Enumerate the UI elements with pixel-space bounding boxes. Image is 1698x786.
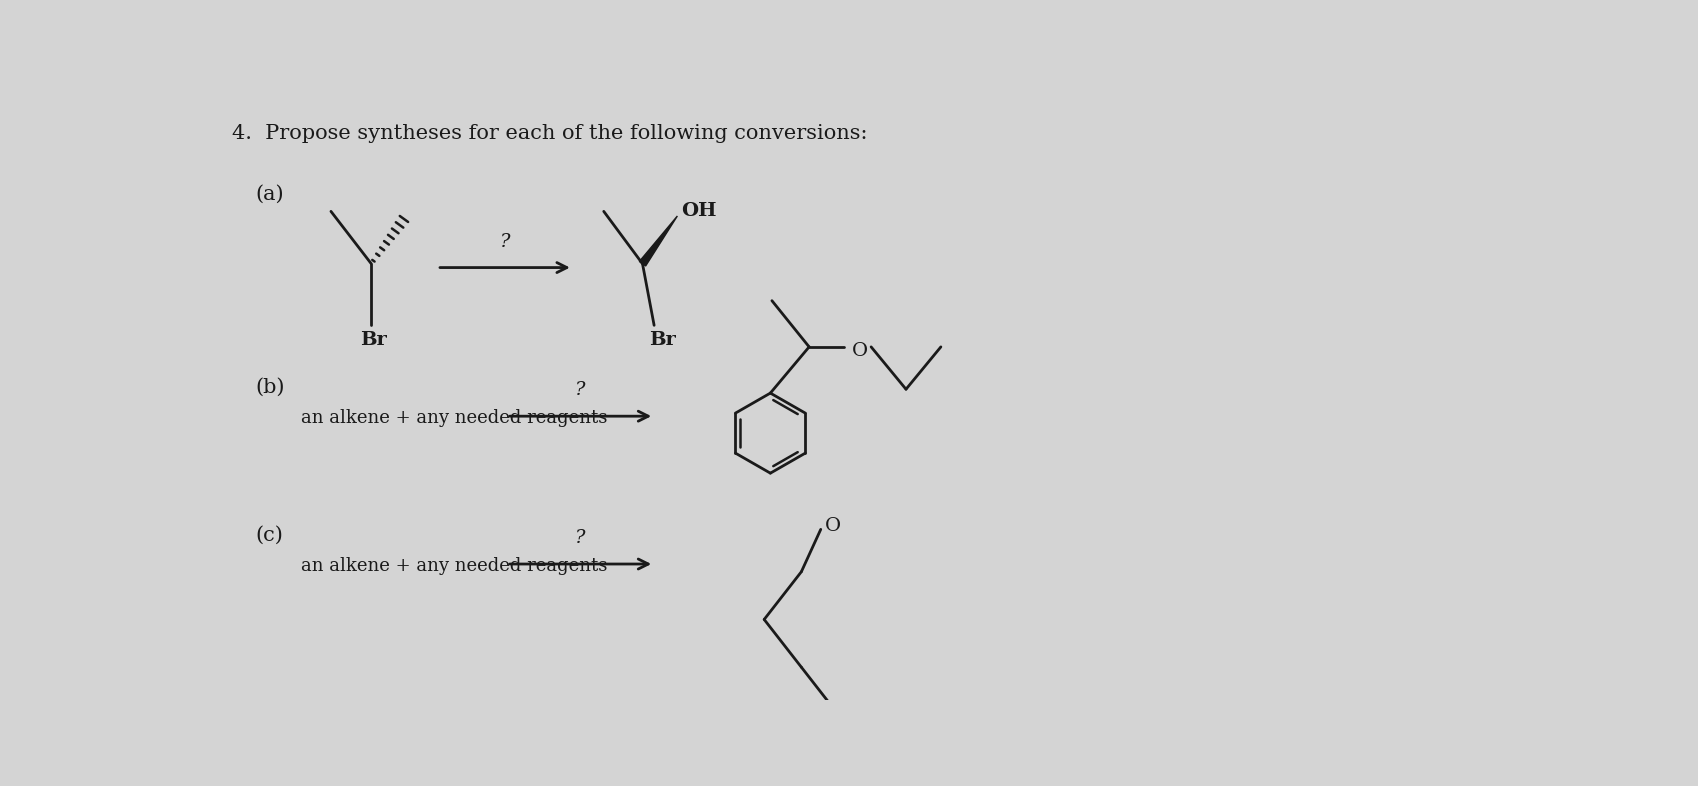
Text: ?: ? (576, 529, 586, 547)
Text: OH: OH (681, 202, 717, 220)
Text: Br: Br (649, 332, 676, 350)
Text: (b): (b) (255, 378, 284, 397)
Text: ?: ? (499, 233, 509, 251)
Text: Br: Br (360, 332, 387, 350)
Text: 4.  Propose syntheses for each of the following conversions:: 4. Propose syntheses for each of the fol… (231, 123, 866, 142)
Text: an alkene + any needed reagents: an alkene + any needed reagents (301, 409, 608, 427)
Text: O: O (824, 516, 841, 534)
Text: ?: ? (576, 381, 586, 399)
Text: (c): (c) (255, 526, 282, 545)
Text: an alkene + any needed reagents: an alkene + any needed reagents (301, 556, 608, 575)
Text: O: O (851, 342, 868, 360)
Polygon shape (638, 216, 678, 266)
Text: (a): (a) (255, 185, 284, 204)
